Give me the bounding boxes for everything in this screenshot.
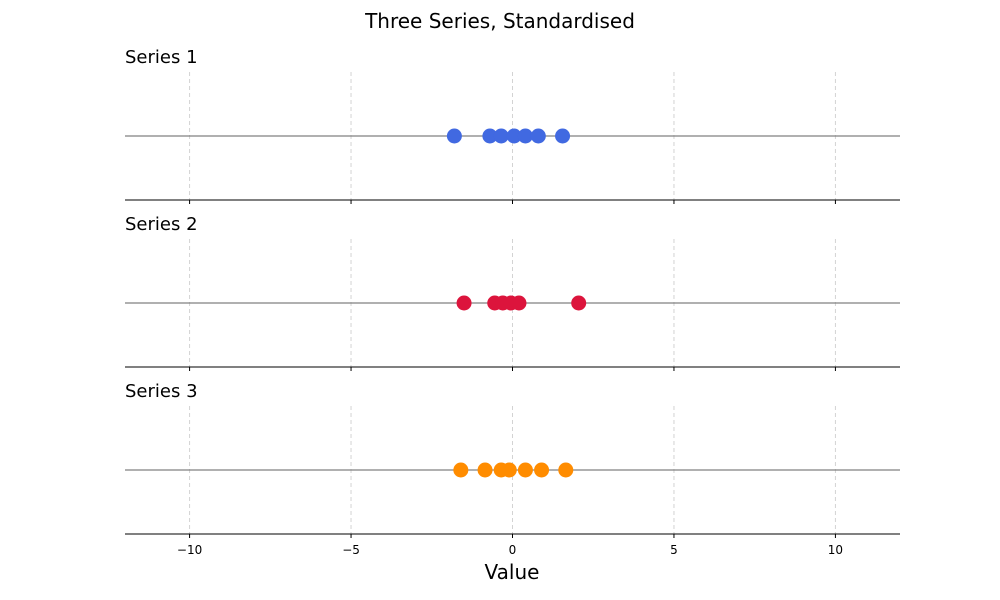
panel-3: Series 3 — [125, 381, 900, 538]
data-point — [506, 128, 522, 144]
data-point — [456, 295, 472, 311]
x-axis-ticks: −10 −5 0 5 10 — [177, 543, 843, 557]
panels: Series 1 Series 2 Series 3 — [125, 47, 900, 538]
x-tick-label: 10 — [828, 543, 843, 557]
panel-2: Series 2 — [125, 214, 900, 371]
data-point — [571, 295, 587, 311]
data-point — [530, 128, 546, 144]
data-point — [555, 128, 571, 144]
x-tick-label: 0 — [509, 543, 517, 557]
panel-title: Series 3 — [125, 381, 198, 402]
x-tick-label: 5 — [670, 543, 678, 557]
data-point — [501, 462, 517, 478]
x-axis-label: Value — [485, 560, 540, 584]
data-point — [453, 462, 469, 478]
panel-title: Series 1 — [125, 47, 198, 68]
data-point — [482, 128, 498, 144]
chart-title: Three Series, Standardised — [364, 9, 635, 33]
data-point — [493, 128, 509, 144]
data-point — [558, 462, 574, 478]
data-point — [517, 462, 533, 478]
x-tick-label: −10 — [177, 543, 202, 557]
panel-1: Series 1 — [125, 47, 900, 204]
panel-title: Series 2 — [125, 214, 198, 235]
x-tick-label: −5 — [342, 543, 360, 557]
data-point — [446, 128, 462, 144]
data-point — [517, 128, 533, 144]
data-point — [511, 295, 527, 311]
data-point — [534, 462, 550, 478]
data-point — [477, 462, 493, 478]
